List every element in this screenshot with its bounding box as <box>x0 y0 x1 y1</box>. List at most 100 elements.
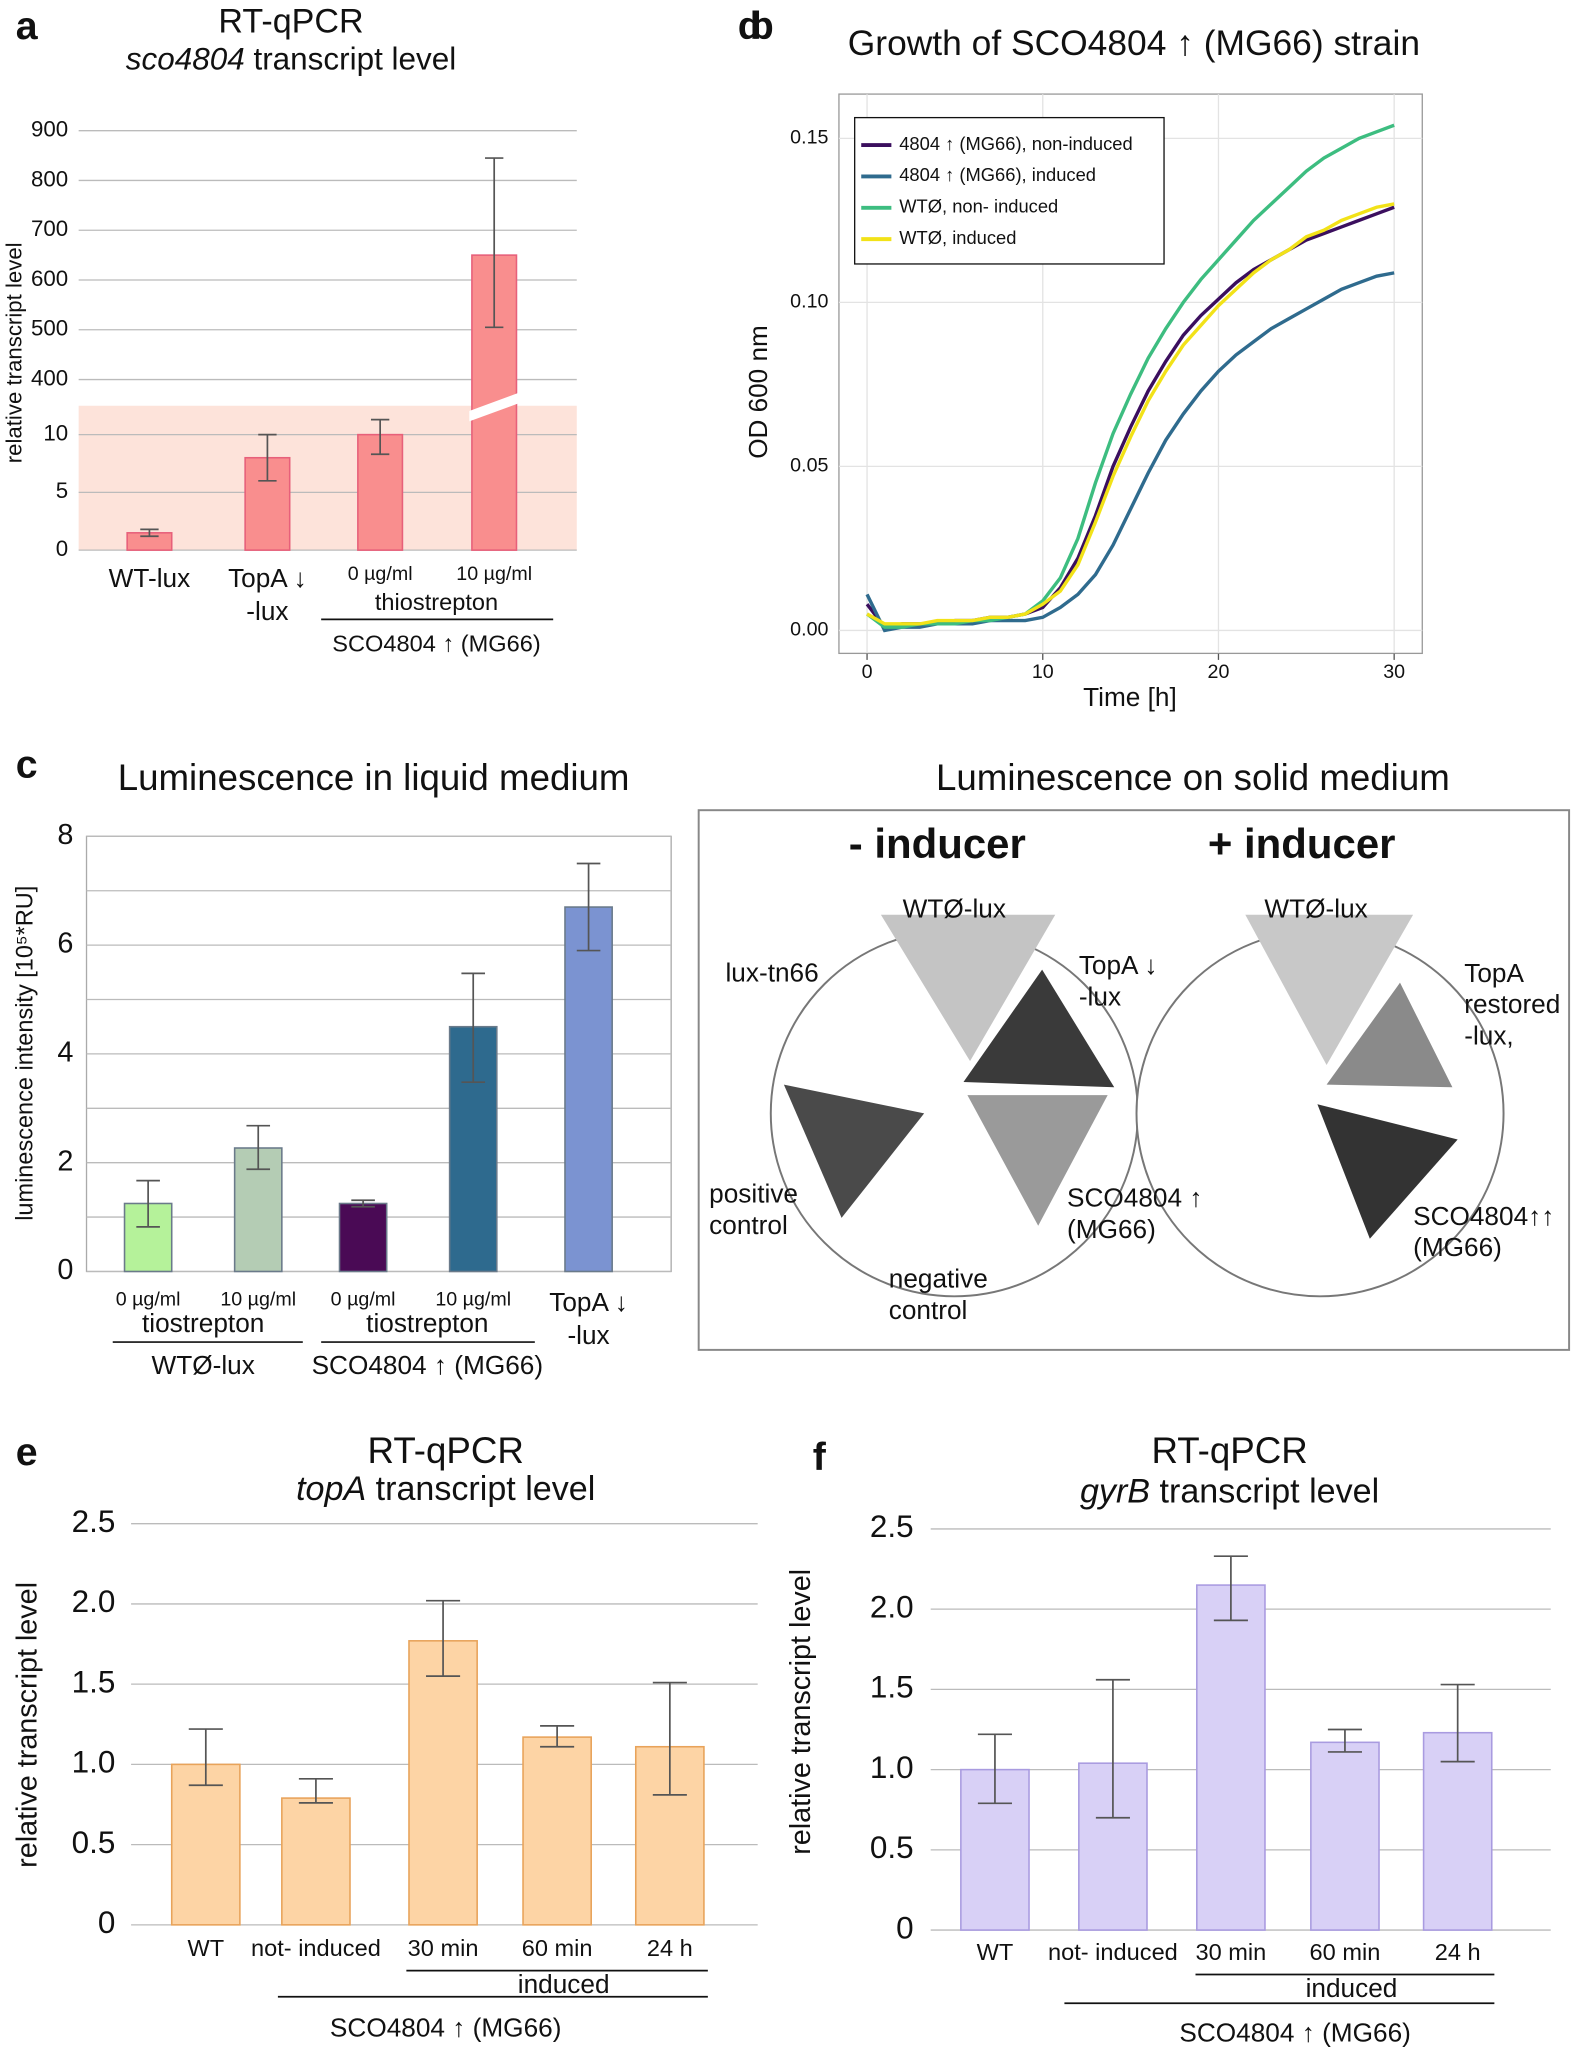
chart-title: RT-qPCR <box>368 1430 524 1471</box>
group-label: SCO4804 ↑ (MG66) <box>332 631 540 657</box>
colony <box>1245 914 1414 1066</box>
error-bar <box>485 157 504 329</box>
bar <box>522 1736 592 1926</box>
y-tick-label: 1.0 <box>870 1750 914 1785</box>
y-tick-label: 6 <box>57 928 73 960</box>
group-label: induced <box>518 1969 610 1999</box>
line-series <box>866 202 1395 626</box>
y-tick-label: 0.05 <box>790 455 828 477</box>
y-tick-label: 0 <box>896 1910 913 1945</box>
plate-label: positive control <box>709 1179 798 1240</box>
y-tick-label: 1.5 <box>72 1664 116 1699</box>
y-tick-label: 4 <box>57 1037 73 1069</box>
y-tick-label: 5 <box>56 478 68 503</box>
bar <box>338 1202 388 1273</box>
legend-label: 4804 ↑ (MG66), induced <box>899 164 1096 185</box>
colony <box>1317 1104 1458 1239</box>
error-bar <box>258 433 277 482</box>
legend-label: WTØ, induced <box>899 227 1016 248</box>
x-tick-label: WT-lux <box>109 563 191 593</box>
plate-label: lux-tn66 <box>725 958 818 988</box>
x-tick-label: 60 min <box>1310 1939 1381 1965</box>
y-tick-label: 0.10 <box>790 291 828 313</box>
y-tick-label: 0.00 <box>790 619 828 641</box>
panel-title: Luminescence on solid medium <box>936 757 1450 798</box>
panel-letter: c <box>16 742 38 786</box>
y-tick-label: 0 <box>98 1905 115 1940</box>
x-tick-label: not- induced <box>251 1935 381 1961</box>
group-label: SCO4804 ↑ (MG66) <box>312 1350 544 1380</box>
x-tick-label: 0 <box>862 661 873 683</box>
panel-letter: d <box>738 4 762 48</box>
x-axis-label: Time [h] <box>1083 682 1177 712</box>
y-tick-label: 0.15 <box>790 127 828 149</box>
y-tick-label: 2 <box>57 1145 73 1177</box>
y-tick-label: 2.5 <box>72 1504 116 1539</box>
chart-title: Luminescence in liquid medium <box>118 757 630 798</box>
group-label: tiostrepton <box>366 1308 488 1338</box>
y-tick-label: 800 <box>31 166 68 191</box>
plate-label: WTØ-lux <box>903 894 1006 924</box>
x-tick-label: 24 h <box>647 1935 693 1961</box>
group-label: induced <box>1306 1973 1398 2003</box>
error-bar <box>652 1681 687 1796</box>
chart-subtitle: topA transcript level <box>296 1470 595 1508</box>
error-bar <box>576 862 601 952</box>
bar <box>408 1640 478 1926</box>
error-bar <box>540 1725 575 1748</box>
y-tick-label: 2.0 <box>72 1584 116 1619</box>
y-tick-label: 2.0 <box>870 1589 914 1624</box>
chart-subtitle: sco4804 transcript level <box>126 42 456 77</box>
y-tick-label: 600 <box>31 266 68 291</box>
bar <box>281 1797 351 1926</box>
error-bar <box>188 1728 223 1787</box>
x-tick-label: 10 µg/ml <box>456 563 532 585</box>
x-tick-label: 30 <box>1383 661 1405 683</box>
x-tick-label: TopA ↓ -lux <box>228 563 307 626</box>
bar <box>1078 1762 1148 1931</box>
x-tick-label: 10 <box>1032 661 1054 683</box>
plate-label: WTØ-lux <box>1264 894 1367 924</box>
y-axis-label: luminescence intensity [10⁵*RU] <box>11 886 37 1221</box>
x-tick-label: WT <box>187 1935 224 1961</box>
bar <box>634 1745 705 1926</box>
panel-d-frame <box>697 809 1571 1351</box>
legend-label: WTØ, non- induced <box>899 196 1058 217</box>
y-tick-label: 900 <box>31 117 68 142</box>
x-tick-label: 10 µg/ml <box>435 1288 511 1310</box>
plate-label: TopA restored -lux, <box>1464 958 1560 1051</box>
plate-label: SCO4804 ↑ (MG66) <box>1067 1183 1202 1244</box>
error-bar <box>351 1199 375 1208</box>
y-tick-label: 2.5 <box>870 1509 914 1544</box>
legend-box <box>854 116 1165 265</box>
error-bar <box>461 972 486 1084</box>
bar <box>1310 1741 1380 1931</box>
y-axis-label: relative transcript level <box>11 1582 43 1868</box>
panel-letter: b <box>750 4 774 48</box>
chart-title: Growth of SCO4804 ↑ (MG66) strain <box>848 24 1420 63</box>
y-tick-label: 400 <box>31 365 68 390</box>
chart-subtitle: gyrB transcript level <box>1080 1473 1379 1511</box>
group-label: WTØ-lux <box>152 1350 255 1380</box>
error-bar <box>1440 1683 1475 1763</box>
line-series <box>866 123 1395 629</box>
x-tick-label: WT <box>977 1939 1014 1965</box>
x-tick-label: not- induced <box>1048 1939 1178 1965</box>
bar <box>564 906 613 1273</box>
y-tick-label: 0 <box>57 1254 73 1286</box>
error-bar <box>977 1733 1012 1805</box>
error-bar <box>1095 1678 1130 1819</box>
axis-break <box>469 392 520 422</box>
y-tick-label: 8 <box>57 819 73 851</box>
condition-label: + inducer <box>1208 820 1396 867</box>
condition-label: - inducer <box>849 820 1026 867</box>
colony <box>1326 982 1453 1088</box>
error-bar <box>1327 1728 1362 1753</box>
bar <box>170 1763 241 1926</box>
x-tick-label: 60 min <box>522 1935 593 1961</box>
colony <box>963 969 1115 1088</box>
panel-letter: e <box>16 1430 38 1474</box>
colony <box>967 1095 1108 1226</box>
x-tick-label: 20 <box>1208 661 1230 683</box>
